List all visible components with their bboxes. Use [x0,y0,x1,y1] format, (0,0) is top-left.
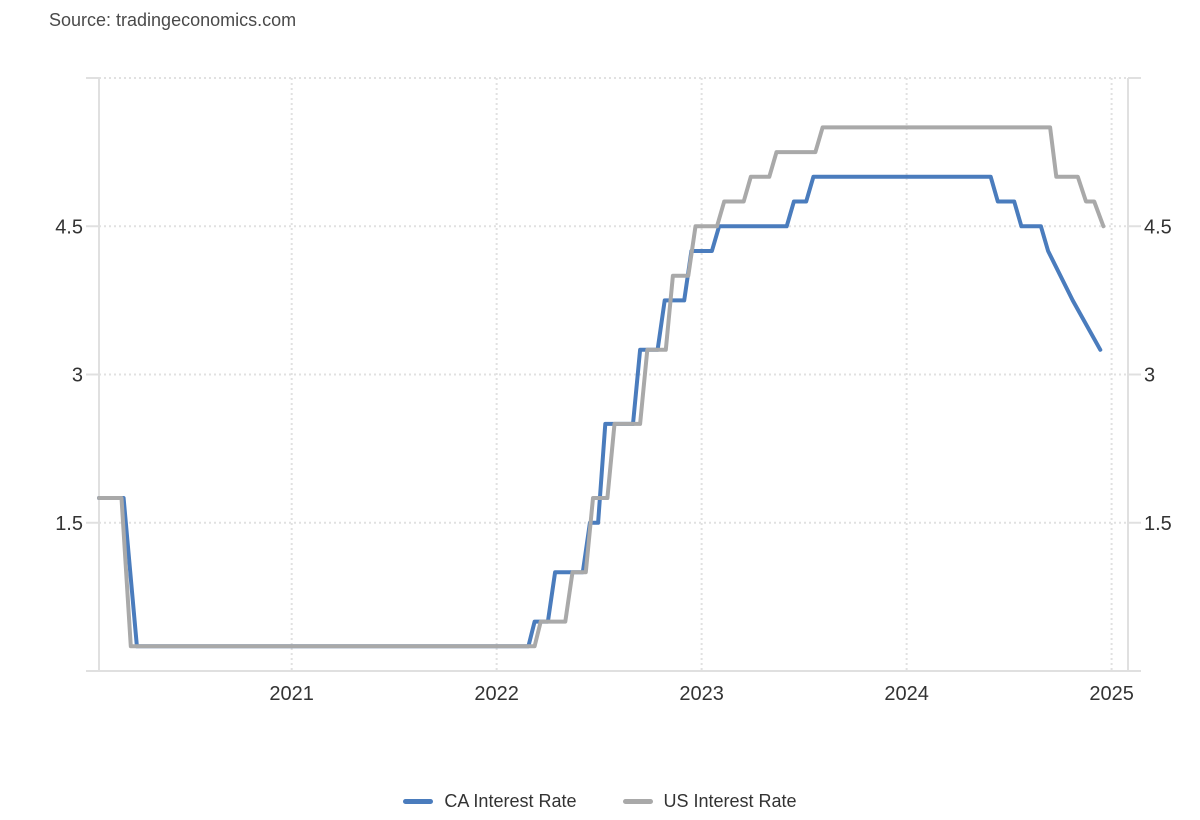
series-line-us-interest-rate[interactable] [97,125,1106,649]
source-label: Source: tradingeconomics.com [49,10,297,30]
y-axis-label-right: 3 [1144,365,1155,387]
series-line-ca-interest-rate[interactable] [97,174,1103,649]
y-axis-label-right: 1.5 [1144,513,1172,535]
y-axis-label-left: 4.5 [55,216,83,238]
y-axis-label-left: 3 [72,365,83,387]
legend-item-ca[interactable]: CA Interest Rate [403,791,577,812]
y-axis-label-left: 1.5 [55,513,83,535]
legend: CA Interest Rate US Interest Rate [0,791,1200,812]
legend-swatch-us [622,799,653,804]
x-axis-label: 2022 [474,683,519,705]
x-axis-label: 2021 [269,683,314,705]
x-axis-label: 2024 [884,683,929,705]
interest-rate-chart: 1.5 1.5 3 3 4.5 4.5 2021 2022 2023 2024 2025 [55,77,1172,705]
legend-label-ca: CA Interest Rate [444,791,577,811]
legend-swatch-ca [403,799,434,804]
x-axis-label: 2023 [679,683,724,705]
legend-label-us: US Interest Rate [663,791,797,811]
legend-item-us[interactable]: US Interest Rate [622,791,797,812]
x-axis-label: 2025 [1089,683,1134,705]
y-axis-label-right: 4.5 [1144,216,1172,238]
